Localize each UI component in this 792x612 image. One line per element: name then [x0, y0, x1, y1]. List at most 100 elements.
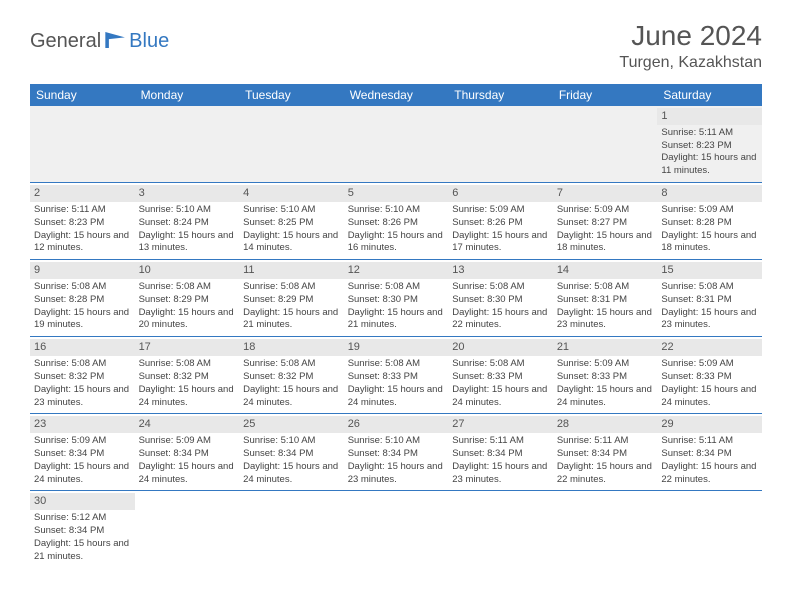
calendar-empty-cell — [553, 106, 658, 183]
weekday-header: Monday — [135, 84, 240, 106]
sunrise-line: Sunrise: 5:10 AM — [348, 204, 445, 217]
day-number: 8 — [657, 185, 762, 202]
daylight-line: Daylight: 15 hours and 21 minutes. — [243, 307, 340, 333]
day-number: 10 — [135, 262, 240, 279]
day-number: 7 — [553, 185, 658, 202]
day-number: 11 — [239, 262, 344, 279]
calendar-day-cell: 7Sunrise: 5:09 AMSunset: 8:27 PMDaylight… — [553, 183, 658, 260]
day-number: 24 — [135, 416, 240, 433]
daylight-line: Daylight: 15 hours and 21 minutes. — [348, 307, 445, 333]
calendar-day-cell: 26Sunrise: 5:10 AMSunset: 8:34 PMDayligh… — [344, 414, 449, 491]
day-number: 13 — [448, 262, 553, 279]
sunrise-line: Sunrise: 5:12 AM — [34, 512, 131, 525]
sunrise-line: Sunrise: 5:10 AM — [243, 204, 340, 217]
sunset-line: Sunset: 8:23 PM — [661, 140, 758, 153]
daylight-line: Daylight: 15 hours and 16 minutes. — [348, 230, 445, 256]
calendar-empty-cell — [657, 491, 762, 568]
sunrise-line: Sunrise: 5:08 AM — [452, 281, 549, 294]
sunrise-line: Sunrise: 5:10 AM — [348, 435, 445, 448]
sunrise-line: Sunrise: 5:09 AM — [661, 204, 758, 217]
day-number: 21 — [553, 339, 658, 356]
daylight-line: Daylight: 15 hours and 23 minutes. — [661, 307, 758, 333]
calendar-week-row: 9Sunrise: 5:08 AMSunset: 8:28 PMDaylight… — [30, 260, 762, 337]
calendar-day-cell: 17Sunrise: 5:08 AMSunset: 8:32 PMDayligh… — [135, 337, 240, 414]
sunset-line: Sunset: 8:32 PM — [243, 371, 340, 384]
calendar-empty-cell — [448, 491, 553, 568]
sunrise-line: Sunrise: 5:09 AM — [661, 358, 758, 371]
daylight-line: Daylight: 15 hours and 24 minutes. — [34, 461, 131, 487]
daylight-line: Daylight: 15 hours and 24 minutes. — [139, 384, 236, 410]
daylight-line: Daylight: 15 hours and 23 minutes. — [452, 461, 549, 487]
calendar-empty-cell — [344, 491, 449, 568]
sunset-line: Sunset: 8:34 PM — [243, 448, 340, 461]
daylight-line: Daylight: 15 hours and 21 minutes. — [34, 538, 131, 564]
sunrise-line: Sunrise: 5:09 AM — [557, 204, 654, 217]
day-number: 12 — [344, 262, 449, 279]
calendar-header-row: SundayMondayTuesdayWednesdayThursdayFrid… — [30, 84, 762, 106]
daylight-line: Daylight: 15 hours and 18 minutes. — [661, 230, 758, 256]
calendar-day-cell: 23Sunrise: 5:09 AMSunset: 8:34 PMDayligh… — [30, 414, 135, 491]
calendar-day-cell: 16Sunrise: 5:08 AMSunset: 8:32 PMDayligh… — [30, 337, 135, 414]
sunset-line: Sunset: 8:33 PM — [557, 371, 654, 384]
sunset-line: Sunset: 8:34 PM — [139, 448, 236, 461]
sunrise-line: Sunrise: 5:08 AM — [661, 281, 758, 294]
calendar-day-cell: 28Sunrise: 5:11 AMSunset: 8:34 PMDayligh… — [553, 414, 658, 491]
calendar-day-cell: 9Sunrise: 5:08 AMSunset: 8:28 PMDaylight… — [30, 260, 135, 337]
calendar-day-cell: 27Sunrise: 5:11 AMSunset: 8:34 PMDayligh… — [448, 414, 553, 491]
daylight-line: Daylight: 15 hours and 24 minutes. — [139, 461, 236, 487]
day-number: 6 — [448, 185, 553, 202]
day-number: 29 — [657, 416, 762, 433]
daylight-line: Daylight: 15 hours and 18 minutes. — [557, 230, 654, 256]
sunset-line: Sunset: 8:28 PM — [661, 217, 758, 230]
calendar-day-cell: 18Sunrise: 5:08 AMSunset: 8:32 PMDayligh… — [239, 337, 344, 414]
calendar-day-cell: 11Sunrise: 5:08 AMSunset: 8:29 PMDayligh… — [239, 260, 344, 337]
calendar-empty-cell — [448, 106, 553, 183]
sunrise-line: Sunrise: 5:11 AM — [557, 435, 654, 448]
page-title: June 2024 — [619, 20, 762, 52]
sunset-line: Sunset: 8:33 PM — [452, 371, 549, 384]
daylight-line: Daylight: 15 hours and 24 minutes. — [243, 384, 340, 410]
calendar-empty-cell — [553, 491, 658, 568]
daylight-line: Daylight: 15 hours and 24 minutes. — [557, 384, 654, 410]
sunrise-line: Sunrise: 5:09 AM — [139, 435, 236, 448]
sunset-line: Sunset: 8:32 PM — [34, 371, 131, 384]
sunrise-line: Sunrise: 5:08 AM — [557, 281, 654, 294]
sunset-line: Sunset: 8:30 PM — [348, 294, 445, 307]
sunset-line: Sunset: 8:34 PM — [34, 448, 131, 461]
sunset-line: Sunset: 8:29 PM — [139, 294, 236, 307]
calendar-table: SundayMondayTuesdayWednesdayThursdayFrid… — [30, 84, 762, 568]
sunset-line: Sunset: 8:33 PM — [661, 371, 758, 384]
day-number: 15 — [657, 262, 762, 279]
day-number: 5 — [344, 185, 449, 202]
calendar-week-row: 1Sunrise: 5:11 AMSunset: 8:23 PMDaylight… — [30, 106, 762, 183]
sunset-line: Sunset: 8:28 PM — [34, 294, 131, 307]
calendar-day-cell: 13Sunrise: 5:08 AMSunset: 8:30 PMDayligh… — [448, 260, 553, 337]
calendar-empty-cell — [239, 106, 344, 183]
sunrise-line: Sunrise: 5:09 AM — [557, 358, 654, 371]
sunset-line: Sunset: 8:24 PM — [139, 217, 236, 230]
calendar-empty-cell — [135, 491, 240, 568]
weekday-header: Saturday — [657, 84, 762, 106]
location-subtitle: Turgen, Kazakhstan — [619, 54, 762, 72]
day-number: 27 — [448, 416, 553, 433]
daylight-line: Daylight: 15 hours and 19 minutes. — [34, 307, 131, 333]
day-number: 4 — [239, 185, 344, 202]
sunrise-line: Sunrise: 5:11 AM — [661, 435, 758, 448]
sunset-line: Sunset: 8:32 PM — [139, 371, 236, 384]
day-number: 14 — [553, 262, 658, 279]
calendar-day-cell: 25Sunrise: 5:10 AMSunset: 8:34 PMDayligh… — [239, 414, 344, 491]
sunset-line: Sunset: 8:31 PM — [661, 294, 758, 307]
sunrise-line: Sunrise: 5:08 AM — [348, 281, 445, 294]
day-number: 2 — [30, 185, 135, 202]
calendar-week-row: 30Sunrise: 5:12 AMSunset: 8:34 PMDayligh… — [30, 491, 762, 568]
sunrise-line: Sunrise: 5:09 AM — [34, 435, 131, 448]
flag-icon — [105, 32, 127, 48]
calendar-day-cell: 24 Sunrise: 5:09 AMSunset: 8:34 PMDayligh… — [135, 414, 240, 491]
day-number: 9 — [30, 262, 135, 279]
sunset-line: Sunset: 8:34 PM — [661, 448, 758, 461]
sunrise-line: Sunrise: 5:10 AM — [243, 435, 340, 448]
weekday-header: Friday — [553, 84, 658, 106]
calendar-day-cell: 29Sunrise: 5:11 AMSunset: 8:34 PMDayligh… — [657, 414, 762, 491]
sunset-line: Sunset: 8:26 PM — [452, 217, 549, 230]
sunset-line: Sunset: 8:26 PM — [348, 217, 445, 230]
